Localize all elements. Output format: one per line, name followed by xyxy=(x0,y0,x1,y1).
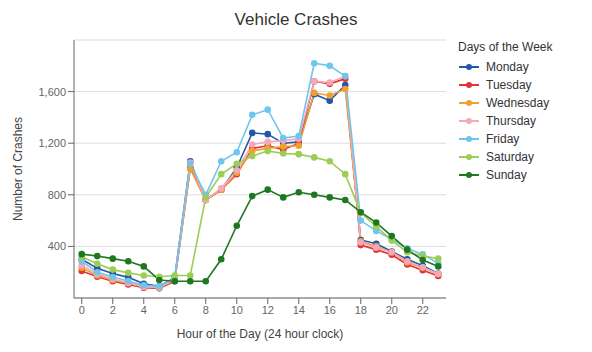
svg-text:1,200: 1,200 xyxy=(38,137,66,149)
svg-text:4: 4 xyxy=(141,304,147,316)
svg-text:2: 2 xyxy=(110,304,116,316)
html-text:Thursday: Thursday xyxy=(486,114,536,128)
svg-text:20: 20 xyxy=(386,304,398,316)
html-text:Vehicle Crashes: Vehicle Crashes xyxy=(234,10,358,29)
svg-text:1,600: 1,600 xyxy=(38,86,66,98)
svg-text:0: 0 xyxy=(79,304,85,316)
svg-text:Hour of the Day (24 hour clock: Hour of the Day (24 hour clock) xyxy=(177,327,344,341)
svg-text:10: 10 xyxy=(231,304,243,316)
html-text:Wednesday: Wednesday xyxy=(486,96,550,110)
svg-text:22: 22 xyxy=(417,304,429,316)
html-text:Friday: Friday xyxy=(486,132,520,146)
svg-text:16: 16 xyxy=(324,304,336,316)
svg-text:Number of Crashes: Number of Crashes xyxy=(11,117,25,221)
svg-text:6: 6 xyxy=(172,304,178,316)
svg-text:12: 12 xyxy=(262,304,274,316)
svg-text:400: 400 xyxy=(48,240,66,252)
html-text:Monday: Monday xyxy=(486,60,529,74)
svg-text:8: 8 xyxy=(203,304,209,316)
html-text:Saturday: Saturday xyxy=(486,150,534,164)
svg-text:14: 14 xyxy=(293,304,305,316)
html-text:Sunday: Sunday xyxy=(486,168,527,182)
html-text:Days of the Week: Days of the Week xyxy=(458,40,553,54)
svg-text:18: 18 xyxy=(355,304,367,316)
html-text:Tuesday: Tuesday xyxy=(486,78,532,92)
svg-text:800: 800 xyxy=(48,189,66,201)
